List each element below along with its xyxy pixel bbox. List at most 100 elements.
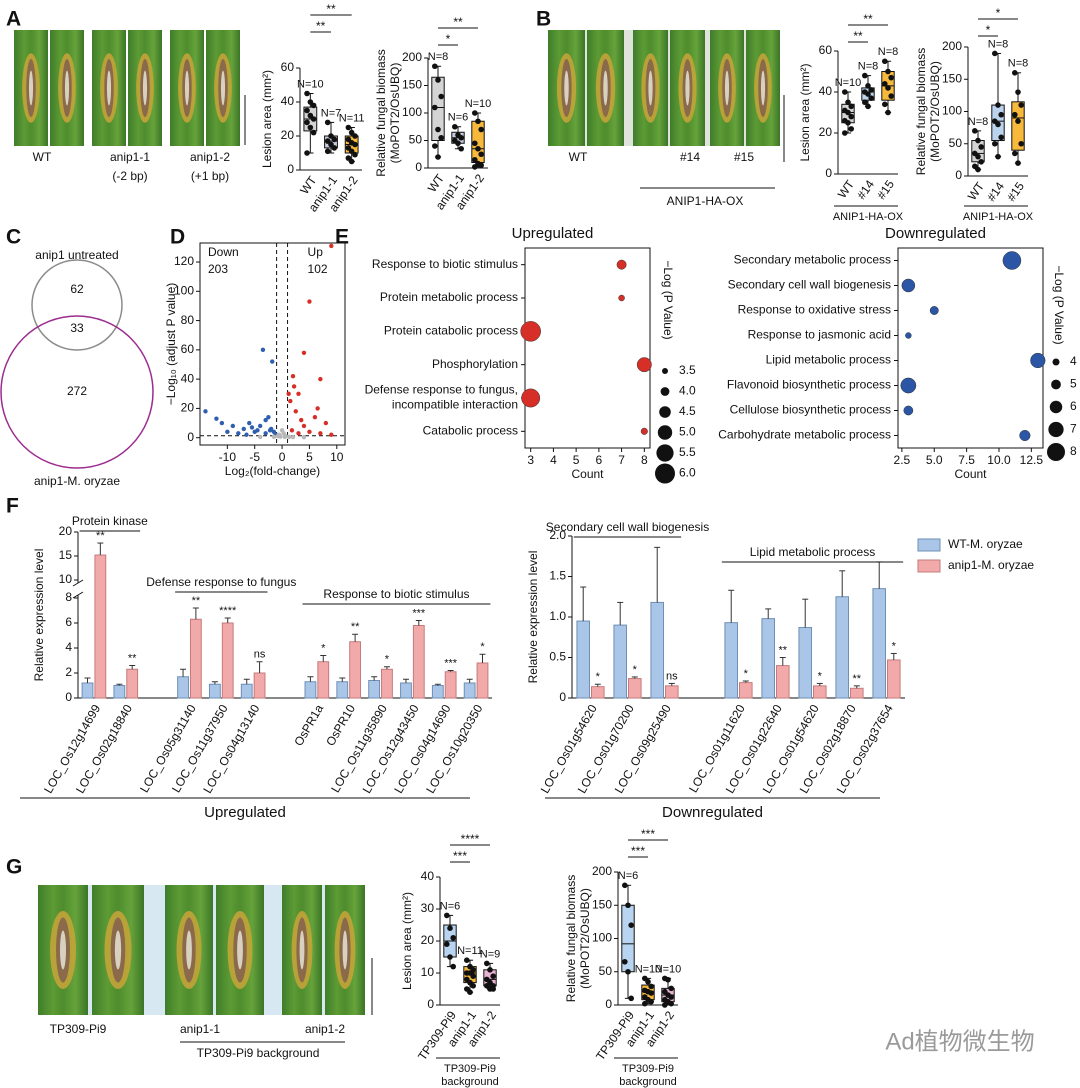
data-point [257, 434, 263, 440]
bubble [1019, 429, 1031, 442]
data-point [1015, 89, 1021, 95]
n-label: N=8 [1008, 58, 1029, 70]
y-axis-label: Lesion area (mm²) [798, 63, 812, 161]
x-tick-label: 10.0 [987, 453, 1011, 467]
y-tick-label: 200 [592, 864, 612, 878]
y-axis-label: Relative expression level [526, 551, 540, 684]
data-point [472, 140, 478, 147]
data-point [304, 90, 310, 97]
data-point [628, 995, 634, 1002]
significance-label: * [321, 642, 326, 654]
y-tick-label: 20 [421, 933, 435, 947]
y-tick-label: 20 [819, 125, 833, 139]
significance-label: *** [412, 607, 426, 619]
data-point [352, 133, 358, 139]
data-point [244, 432, 249, 437]
data-point [293, 409, 298, 414]
y-axis-label: (MoPOT2/OsUBQ) [578, 888, 592, 989]
bar [412, 625, 425, 699]
legend-bubble [662, 368, 668, 374]
data-point [464, 957, 470, 963]
bar [126, 668, 139, 699]
significance-label: * [744, 668, 749, 680]
data-point [882, 81, 888, 87]
data-point [288, 398, 293, 404]
data-point [225, 429, 230, 435]
lesion-center [564, 70, 569, 106]
data-point [286, 434, 292, 440]
chart-title: Downregulated [885, 225, 986, 242]
x-tick-label: #14 [854, 177, 877, 202]
data-point [642, 1000, 648, 1007]
n-label: N=10 [465, 98, 492, 110]
bar [761, 618, 775, 699]
y-tick-label: 0 [427, 997, 434, 1011]
bar [368, 680, 381, 699]
significance-label: *** [453, 849, 467, 863]
y-tick-label: Secondary cell wall biogenesis [728, 278, 891, 292]
data-point [992, 50, 998, 57]
photo-caption: TP309-Pi9 [50, 1022, 107, 1036]
legend-bubble [1048, 421, 1064, 438]
bar [94, 554, 107, 699]
y-tick-label: 80 [181, 313, 195, 327]
bar [476, 662, 489, 699]
data-point [230, 423, 236, 429]
data-point [1012, 150, 1018, 157]
bar [221, 622, 234, 699]
data-point [331, 136, 338, 143]
lesion-center [299, 930, 305, 970]
data-point [310, 116, 317, 122]
n-label: N=10 [635, 963, 662, 975]
data-point [310, 129, 317, 136]
data-point [848, 113, 854, 120]
data-point [266, 414, 271, 420]
lesion-center [220, 70, 226, 106]
data-point [352, 151, 358, 158]
data-point [282, 434, 288, 440]
bar [113, 685, 126, 699]
x-tick-label: 0 [279, 450, 286, 464]
data-point [648, 990, 654, 996]
y-axis-label: Lesion area (mm²) [260, 70, 274, 168]
group-label: Defense response to fungus [146, 575, 296, 589]
x-tick-label: 2.5 [894, 453, 911, 467]
significance-label: *** [631, 844, 645, 858]
data-point [458, 145, 465, 152]
photo-caption: WT [33, 150, 52, 164]
data-point [307, 429, 312, 435]
venn-label: anip1-M. oryzae [34, 474, 120, 488]
group-label: background [441, 1076, 499, 1088]
y-tick-label: 120 [174, 254, 194, 268]
significance-label: ** [779, 644, 788, 656]
y-tick-label: 0 [605, 997, 612, 1011]
data-point [888, 74, 894, 81]
n-label: N=10 [655, 963, 682, 975]
data-point [324, 119, 331, 126]
legend-title: −Log (P Value) [661, 260, 675, 339]
y-tick-label: 40 [421, 869, 435, 883]
data-point [458, 134, 465, 141]
y-tick-label: 150 [942, 71, 962, 85]
data-point [1012, 111, 1018, 118]
annotation: Down [208, 245, 239, 259]
y-tick-label: 50 [599, 964, 613, 978]
data-point [432, 104, 438, 111]
data-point [290, 374, 296, 379]
data-point [329, 243, 334, 249]
n-label: N=11 [339, 112, 365, 124]
significance-label: **** [461, 832, 480, 846]
photo-caption: anip1-1 [110, 150, 150, 164]
annotation: 102 [308, 262, 328, 276]
data-point [331, 145, 338, 151]
data-point [432, 143, 438, 149]
y-tick-label: 200 [402, 50, 422, 64]
y-tick-label: 0 [955, 168, 962, 182]
data-point [975, 137, 981, 144]
data-point [487, 967, 493, 973]
x-axis-label: Log₂(fold-change) [225, 464, 320, 478]
photo-caption: anip1-2 [305, 1022, 345, 1036]
group-label: TP309-Pi9 [444, 1063, 496, 1075]
photo-caption: #14 [680, 150, 700, 164]
data-point [865, 83, 871, 89]
